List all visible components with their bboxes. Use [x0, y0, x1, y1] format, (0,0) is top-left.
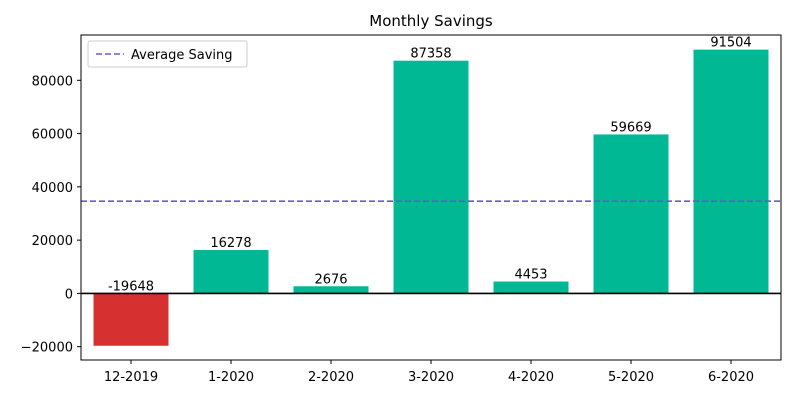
bar-3-2020	[393, 60, 469, 294]
x-tick-label-1-2020: 1-2020	[208, 370, 254, 385]
y-tick-label: −20000	[21, 341, 73, 356]
bar-12-2019	[93, 293, 169, 346]
legend: Average Saving	[87, 40, 248, 68]
data-label-12-2019: -19648	[108, 279, 154, 294]
data-label-5-2020: 59669	[610, 120, 651, 135]
y-tick-label: 60000	[32, 128, 73, 143]
bar-4-2020	[493, 281, 569, 294]
bar-6-2020	[693, 49, 769, 294]
data-label-4-2020: 4453	[514, 268, 547, 283]
bar-1-2020	[193, 250, 269, 294]
chart-title: Monthly Savings	[369, 12, 493, 30]
bar-2-2020	[293, 286, 369, 294]
data-label-6-2020: 91504	[710, 36, 751, 51]
bar-5-2020	[593, 134, 669, 294]
data-label-2-2020: 2676	[314, 272, 347, 287]
x-tick-label-12-2019: 12-2019	[104, 370, 158, 385]
x-tick-label-6-2020: 6-2020	[708, 370, 754, 385]
x-tick-label-5-2020: 5-2020	[608, 370, 654, 385]
data-label-1-2020: 16278	[210, 236, 251, 251]
x-tick-label-3-2020: 3-2020	[408, 370, 454, 385]
x-tick-label-4-2020: 4-2020	[508, 370, 554, 385]
y-tick-label: 20000	[32, 234, 73, 249]
legend-box	[87, 40, 248, 68]
y-tick-label: 40000	[32, 181, 73, 196]
legend-label-average-saving: Average Saving	[131, 48, 233, 63]
plot-area: -19648 16278 2676 87358 4453 59669 91504	[81, 36, 781, 346]
y-tick-label: 0	[65, 287, 73, 302]
y-tick-label: 80000	[32, 74, 73, 89]
x-tick-label-2-2020: 2-2020	[308, 370, 354, 385]
data-label-3-2020: 87358	[410, 47, 451, 62]
